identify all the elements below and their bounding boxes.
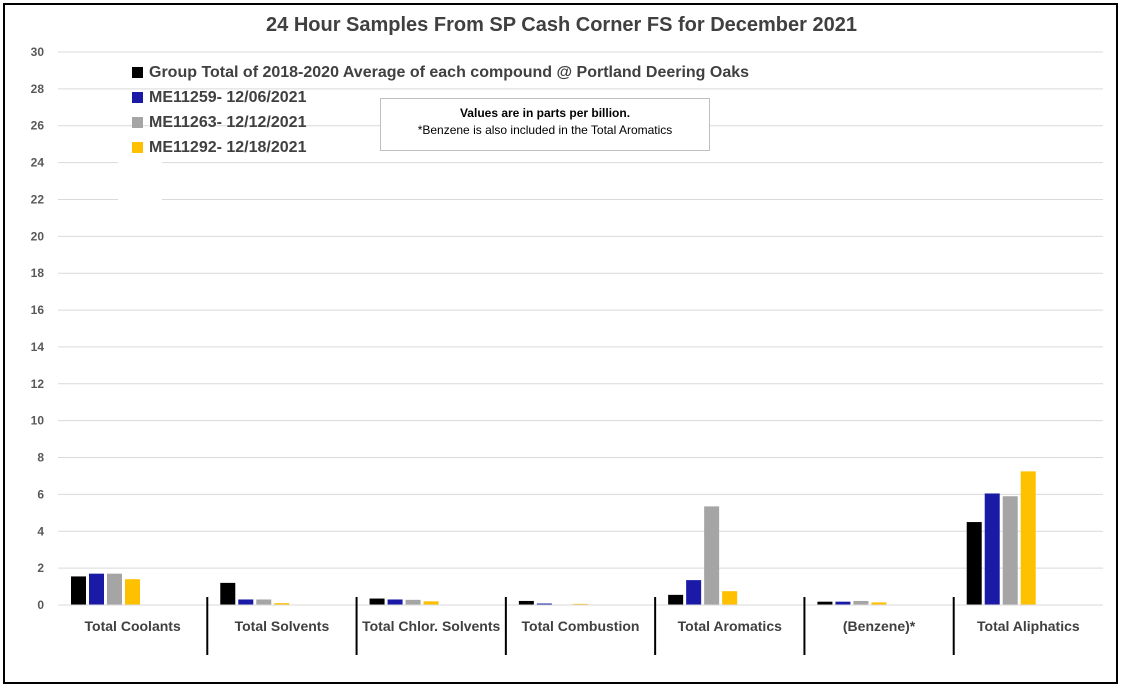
bar [518, 600, 534, 605]
bar [387, 599, 403, 605]
bar [722, 591, 738, 605]
legend-item: Group Total of 2018-2020 Average of each… [132, 60, 749, 85]
legend-label: ME11259- 12/06/2021 [149, 88, 307, 106]
bars [71, 471, 1036, 605]
x-tick-label: Total Combustion [522, 618, 640, 634]
legend-swatch [132, 67, 143, 78]
units-note: Values are in parts per billion. [459, 106, 631, 120]
x-tick-label: Total Aromatics [678, 618, 782, 634]
legend-swatch [132, 117, 143, 128]
bar [966, 522, 982, 605]
legend-item: ME11263- 12/12/2021 [132, 110, 749, 135]
y-tick-label: 22 [31, 192, 45, 206]
bar [668, 594, 684, 605]
legend-swatch [132, 142, 143, 153]
y-tick-label: 12 [31, 377, 45, 391]
benzene-note: *Benzene is also included in the Total A… [417, 123, 673, 137]
gridlines [58, 51, 1103, 569]
bar [1002, 496, 1018, 605]
bar [274, 603, 290, 605]
x-tick-label: Total Solvents [235, 618, 330, 634]
y-tick-label: 4 [37, 524, 44, 538]
bar [817, 601, 833, 605]
y-tick-label: 6 [37, 487, 44, 501]
x-tick-label: Total Aliphatics [977, 618, 1080, 634]
bar [238, 599, 254, 605]
bar [220, 582, 236, 605]
x-tick-label: Total Chlor. Solvents [362, 618, 500, 634]
bar [984, 493, 1000, 605]
y-tick-label: 16 [31, 303, 45, 317]
bar [107, 573, 122, 605]
units-note-box: Values are in parts per billion. *Benzen… [380, 98, 710, 151]
legend-swatch [132, 92, 143, 103]
chart-title: 24 Hour Samples From SP Cash Corner FS f… [266, 14, 857, 36]
y-tick-label: 26 [31, 119, 45, 133]
bar [835, 601, 851, 605]
bar [704, 506, 720, 605]
bar [71, 576, 86, 605]
bar [572, 603, 588, 605]
y-tick-label: 18 [31, 266, 45, 280]
y-tick-label: 24 [31, 156, 45, 170]
legend: Group Total of 2018-2020 Average of each… [132, 60, 749, 160]
y-tick-label: 20 [31, 229, 45, 243]
x-tick-label: Total Coolants [85, 618, 181, 634]
bar [1020, 471, 1036, 605]
legend-item: ME11292- 12/18/2021 [132, 135, 749, 160]
bar [853, 600, 869, 605]
legend-label: ME11263- 12/12/2021 [149, 113, 307, 131]
bar [536, 603, 552, 605]
bar [256, 599, 272, 605]
bar [125, 579, 140, 605]
x-tick-label: (Benzene)* [843, 618, 916, 634]
bar [871, 602, 887, 605]
bar [89, 573, 104, 605]
y-tick-label: 28 [31, 82, 45, 96]
y-tick-label: 8 [37, 451, 44, 465]
y-tick-label: 2 [37, 561, 44, 575]
y-tick-label: 14 [31, 340, 45, 354]
legend-background [118, 155, 162, 205]
legend-label: ME11292- 12/18/2021 [149, 138, 307, 156]
y-tick-label: 10 [31, 414, 45, 428]
x-axis [58, 597, 1103, 655]
bar [423, 601, 439, 605]
bar [686, 580, 702, 605]
category-labels: Total Coolants Total Solvents Total Chlor.… [85, 618, 1080, 634]
y-tick-label: 30 [31, 45, 45, 59]
bar [405, 599, 421, 605]
legend-item: ME11259- 12/06/2021 [132, 85, 749, 110]
legend-label: Group Total of 2018-2020 Average of each… [149, 63, 750, 81]
bar [369, 598, 385, 605]
y-tick-label: 0 [37, 598, 44, 612]
